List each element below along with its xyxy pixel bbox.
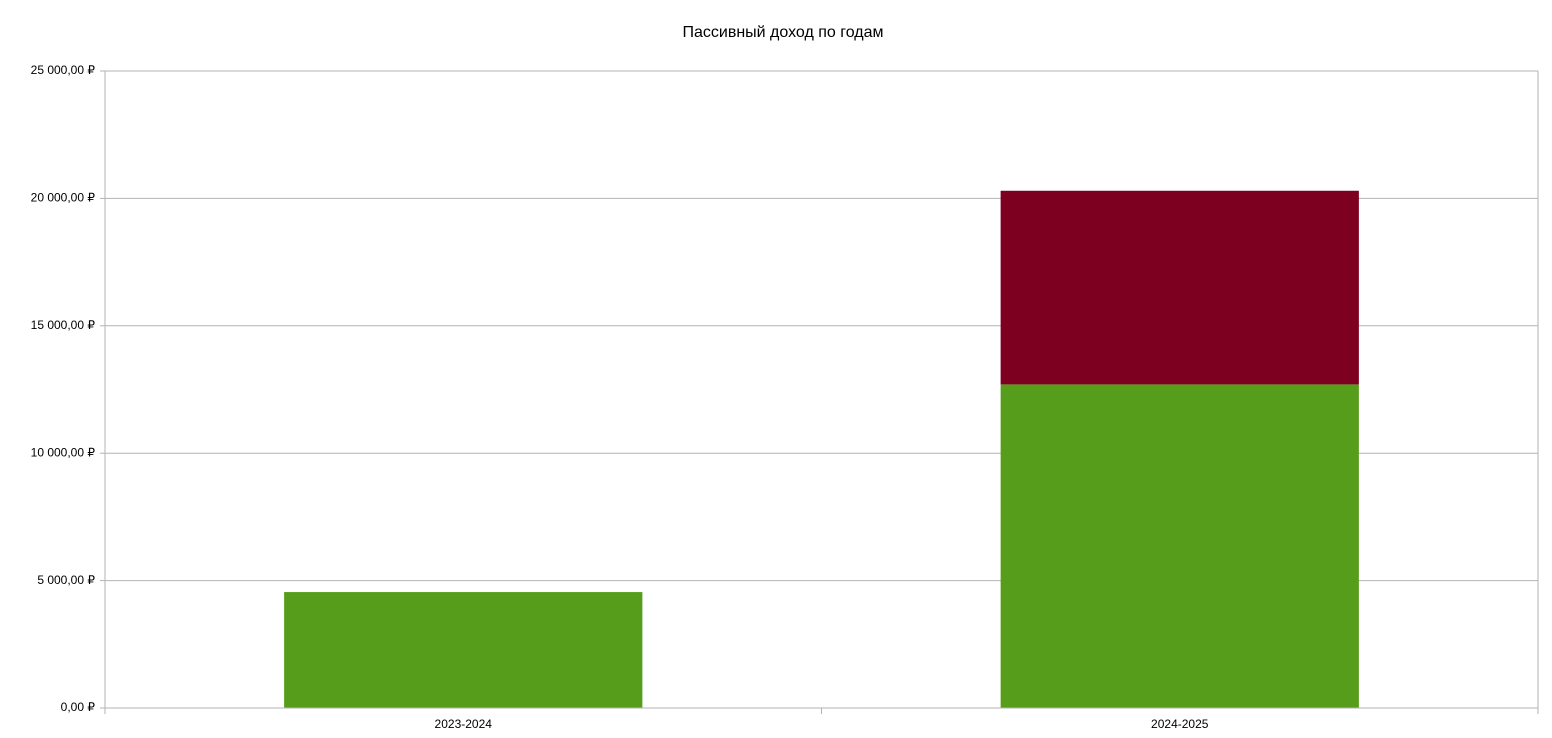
y-tick-label: 0,00 ₽ <box>61 700 96 714</box>
bar-segment <box>1000 190 1359 385</box>
y-tick-label: 5 000,00 ₽ <box>37 573 95 587</box>
y-tick-label: 25 000,00 ₽ <box>31 63 96 77</box>
y-tick-label: 20 000,00 ₽ <box>31 191 96 205</box>
y-tick-label: 10 000,00 ₽ <box>31 445 96 459</box>
x-tick-label: 2024-2025 <box>1151 717 1209 731</box>
y-tick-label: 15 000,00 ₽ <box>31 318 96 332</box>
chart-title: Пассивный доход по годам <box>682 24 883 41</box>
x-tick-label: 2023-2024 <box>435 717 493 731</box>
bar-segment <box>284 592 643 708</box>
bar-segment <box>1000 384 1359 708</box>
